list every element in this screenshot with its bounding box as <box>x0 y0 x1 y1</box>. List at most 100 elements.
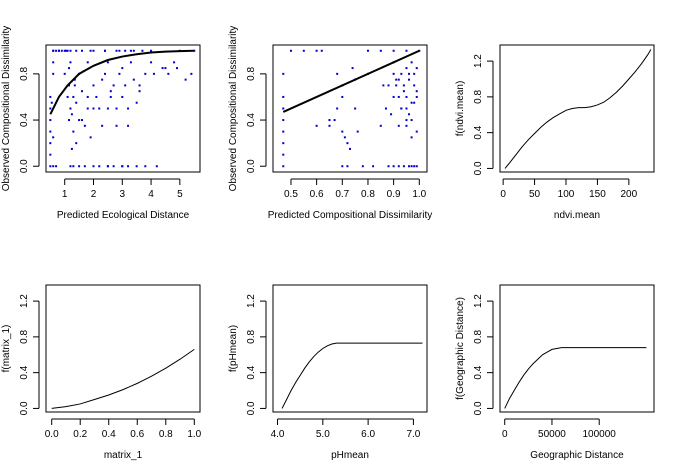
data-point <box>49 130 52 133</box>
data-point <box>395 78 398 81</box>
data-point <box>112 165 115 168</box>
data-point <box>115 124 118 127</box>
data-point <box>282 153 285 156</box>
data-point <box>104 72 107 75</box>
data-point <box>49 107 52 110</box>
data-point <box>349 147 351 150</box>
y-tick-label: 0.8 <box>246 329 257 343</box>
data-point <box>336 72 339 75</box>
data-point <box>413 165 416 168</box>
y-tick-label: 0.0 <box>473 161 484 175</box>
data-point <box>127 165 130 168</box>
x-tick-label: 4.0 <box>271 429 285 440</box>
data-point <box>63 72 66 75</box>
data-point <box>152 72 155 75</box>
y-tick-label: 1.2 <box>473 54 484 68</box>
x-tick-label: 50 <box>529 189 541 200</box>
data-point <box>410 165 413 168</box>
y-axis-label: Observed Compositional Dissimilarity <box>1 26 12 192</box>
data-point <box>141 49 144 52</box>
data-point <box>109 95 112 98</box>
data-point <box>92 107 95 110</box>
data-point <box>60 49 63 52</box>
data-point <box>106 61 109 64</box>
data-point <box>400 107 403 110</box>
y-tick-label: 0.4 <box>473 125 484 139</box>
data-point <box>328 124 331 127</box>
data-point <box>52 72 55 75</box>
data-point <box>392 165 395 168</box>
x-tick-label: 0.8 <box>361 189 375 200</box>
data-point <box>129 49 132 52</box>
x-axis-label: ndvi.mean <box>554 210 600 221</box>
panel-1: 1 2 3 4 5 Predicted Ecological Distance 0.0 0.4… <box>1 26 201 221</box>
data-point <box>150 49 153 52</box>
data-point <box>112 84 115 87</box>
data-point <box>415 67 418 70</box>
data-point <box>138 90 141 93</box>
data-point <box>184 78 187 81</box>
panel-2: 0.5 0.6 0.7 0.8 0.9 1.0 Predicted Compositiona… <box>228 26 432 221</box>
y-tick-label: 0.4 <box>19 113 30 127</box>
data-point <box>402 84 405 87</box>
data-point <box>282 142 285 145</box>
data-point <box>69 107 72 110</box>
data-point <box>343 136 346 139</box>
data-point <box>341 130 344 133</box>
data-point <box>135 101 138 104</box>
data-point <box>408 165 411 168</box>
data-point <box>415 95 418 98</box>
data-point <box>379 49 382 52</box>
x-tick-label: 5.0 <box>316 429 330 440</box>
y-tick-label: 0.0 <box>473 401 484 415</box>
data-point <box>65 49 68 52</box>
data-point <box>282 130 285 133</box>
data-point <box>405 67 408 70</box>
data-point <box>92 84 95 87</box>
data-point <box>95 95 98 98</box>
x-tick-label: 200 <box>621 189 638 200</box>
data-point <box>89 136 92 139</box>
data-point <box>173 61 176 64</box>
data-point <box>52 136 55 139</box>
panel-5: 4.0 5.0 6.0 7.0 pHmean 0.0 0.4 0.8 1.2 f(pHmean) <box>228 284 428 461</box>
x-tick-label: 5 <box>177 189 183 200</box>
data-point <box>109 90 112 93</box>
data-point <box>106 107 109 110</box>
data-point <box>78 119 81 122</box>
data-point <box>86 95 89 98</box>
data-point <box>387 165 390 168</box>
x-tick-label: 0 <box>500 189 506 200</box>
data-point <box>144 165 147 168</box>
x-tick-label: 1 <box>62 189 68 200</box>
data-point <box>384 107 387 110</box>
data-point <box>346 165 349 168</box>
data-point <box>392 49 395 52</box>
data-point <box>289 49 292 52</box>
data-point <box>415 165 418 168</box>
data-point <box>346 142 349 145</box>
data-point <box>104 49 107 52</box>
data-point <box>49 142 52 145</box>
data-point <box>155 165 158 168</box>
data-point <box>405 119 408 122</box>
x-tick-label: 0.4 <box>102 429 116 440</box>
data-point <box>400 72 403 75</box>
data-point <box>73 78 76 81</box>
data-point <box>190 72 193 75</box>
data-point <box>138 84 141 87</box>
data-point <box>392 95 395 98</box>
data-point <box>164 67 167 70</box>
x-tick-label: 0.2 <box>73 429 87 440</box>
data-point <box>55 165 58 168</box>
y-tick-label: 0.4 <box>19 365 30 379</box>
plot-frame <box>272 284 428 413</box>
data-point <box>405 124 408 127</box>
data-point <box>341 165 344 168</box>
data-point <box>101 78 104 81</box>
data-point <box>405 95 408 98</box>
x-tick-label: 6.0 <box>361 429 375 440</box>
y-tick-label: 0.8 <box>473 329 484 343</box>
x-tick-label: 0.6 <box>130 429 144 440</box>
